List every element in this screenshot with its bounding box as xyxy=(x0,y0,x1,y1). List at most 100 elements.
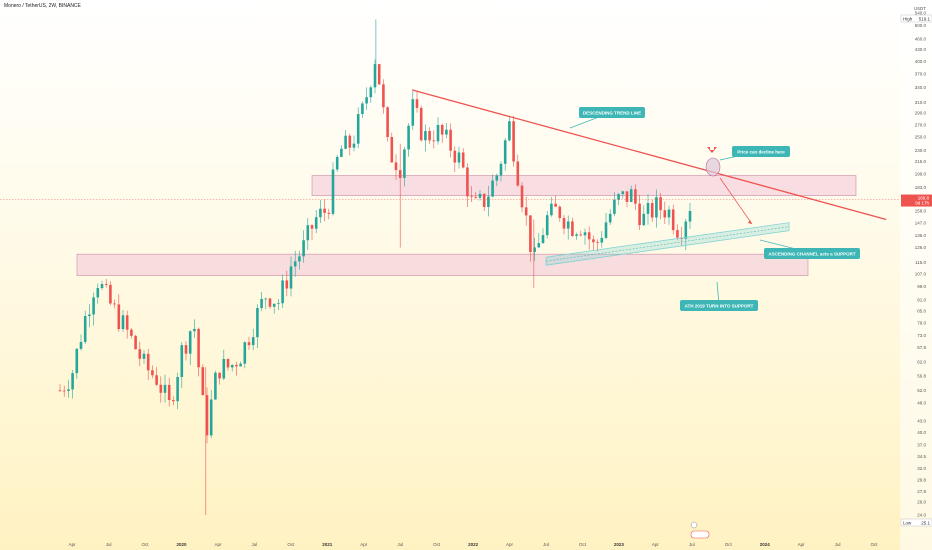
candle-up xyxy=(495,175,499,181)
candle-up xyxy=(302,240,305,257)
candle-down xyxy=(377,64,381,85)
candle-down xyxy=(167,384,171,401)
candle-down xyxy=(394,162,398,171)
y-tick-label: 107.0 xyxy=(915,271,927,276)
candle-down xyxy=(415,99,419,108)
candle-down xyxy=(466,167,469,197)
candle-up xyxy=(445,129,448,135)
candle-up xyxy=(655,197,658,218)
candle-up xyxy=(608,213,612,223)
candle-up xyxy=(508,121,511,141)
y-tick-label: 27.8 xyxy=(917,489,926,494)
y-tick-label: 270.0 xyxy=(915,122,927,127)
y-tick-label: 340.0 xyxy=(915,85,927,90)
candle-up xyxy=(142,353,146,359)
x-tick-label: Apr xyxy=(360,542,368,547)
candle-up xyxy=(319,208,322,218)
candle-up xyxy=(613,199,616,214)
candle-up xyxy=(604,222,608,238)
candle-down xyxy=(205,395,209,436)
candle-down xyxy=(529,215,532,252)
candle-up xyxy=(96,288,100,298)
last-price-value: 169.8 xyxy=(918,196,930,201)
candle-up xyxy=(340,148,343,157)
candle-up xyxy=(214,372,217,400)
projection-arrow xyxy=(719,177,753,225)
candle-up xyxy=(281,280,284,304)
candle-down xyxy=(419,107,423,141)
candle-down xyxy=(58,390,62,392)
candle-up xyxy=(550,203,553,216)
candle-up xyxy=(491,180,494,197)
candle-up xyxy=(457,152,461,163)
candle-up xyxy=(545,215,549,236)
candle-up xyxy=(541,235,545,244)
candle-down xyxy=(638,203,641,226)
candle-up xyxy=(361,103,364,115)
candle-down xyxy=(285,280,289,289)
candle-up xyxy=(335,156,339,170)
candle-up xyxy=(100,284,104,289)
candle-down xyxy=(62,390,66,392)
candle-up xyxy=(67,389,70,391)
candle-down xyxy=(125,315,129,330)
x-tick-label: Jul xyxy=(543,542,549,547)
y-tick-label: 26.0 xyxy=(917,500,926,505)
events-badge[interactable] xyxy=(690,530,710,539)
x-tick-label: Apr xyxy=(652,542,660,547)
y-tick-label: 183.0 xyxy=(915,185,927,190)
candle-up xyxy=(407,125,410,150)
support-zone xyxy=(311,175,857,196)
y-tick-label: 115.0 xyxy=(915,260,926,265)
candle-down xyxy=(327,212,331,214)
x-tick-label: Oct xyxy=(142,542,150,547)
x-tick-label: Jul xyxy=(106,542,112,547)
candle-up xyxy=(176,376,179,402)
y-tick-label: 56.8 xyxy=(917,374,926,379)
y-tick-label: 136.0 xyxy=(915,233,927,238)
candle-up xyxy=(256,307,259,338)
ascending-callout-box xyxy=(764,248,860,259)
y-tick-label: 430.0 xyxy=(915,47,927,52)
x-tick-label: Jul xyxy=(689,542,695,547)
candle-up xyxy=(260,298,263,308)
candle-up xyxy=(277,303,280,305)
candle-down xyxy=(109,284,112,304)
down-arrow-icon xyxy=(707,147,717,153)
candle-up xyxy=(163,384,167,393)
arrowhead-icon xyxy=(748,220,752,224)
candle-down xyxy=(571,221,574,236)
decline-callout-box xyxy=(732,146,790,157)
candle-up xyxy=(239,363,242,367)
candle-down xyxy=(520,185,524,208)
candle-down xyxy=(151,370,154,376)
y-tick-label: 79.0 xyxy=(917,320,926,325)
y-tick-label: 310.0 xyxy=(915,100,927,105)
candle-up xyxy=(272,303,276,307)
candle-up xyxy=(600,237,604,243)
candle-down xyxy=(558,206,562,218)
candle-up xyxy=(688,210,692,222)
candle-up xyxy=(331,169,335,214)
candle-down xyxy=(592,239,595,243)
y-tick-label: 99.0 xyxy=(917,284,926,289)
x-tick-label: Jul xyxy=(835,542,841,547)
ath-callout-text: ATH 2019 TURN INTO SUPPORT xyxy=(685,303,754,308)
candle-down xyxy=(432,140,436,142)
y-tick-label: 62.0 xyxy=(917,359,926,364)
x-tick-label: Oct xyxy=(871,542,879,547)
descending-trend-line[interactable] xyxy=(412,89,887,221)
countdown-value: 9d 17h xyxy=(915,201,929,206)
candle-up xyxy=(83,316,87,342)
candle-down xyxy=(482,193,486,207)
x-tick-label: Oct xyxy=(287,542,295,547)
candle-up xyxy=(180,345,184,377)
candle-up xyxy=(642,213,646,226)
candle-down xyxy=(172,400,175,402)
event-icon[interactable] xyxy=(690,521,698,529)
y-tick-label: 147.0 xyxy=(915,220,927,225)
candle-up xyxy=(298,256,301,262)
candle-down xyxy=(247,342,251,346)
x-tick-label: Oct xyxy=(579,542,587,547)
